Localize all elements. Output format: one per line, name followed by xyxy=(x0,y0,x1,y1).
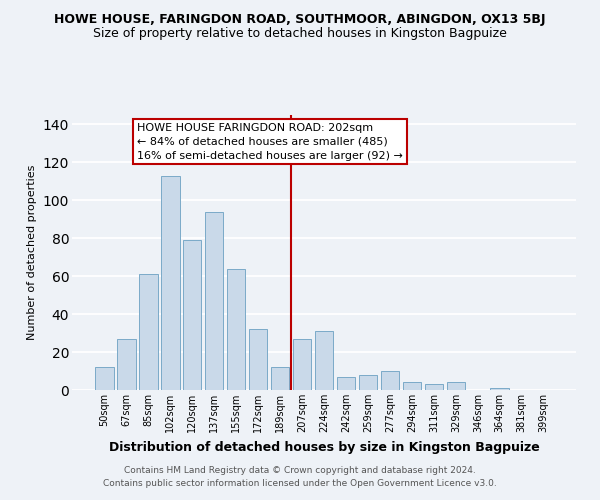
Bar xyxy=(95,367,113,390)
Bar xyxy=(403,382,421,390)
Bar xyxy=(425,384,443,390)
Bar xyxy=(293,339,311,390)
Bar xyxy=(314,331,334,390)
Text: Size of property relative to detached houses in Kingston Bagpuize: Size of property relative to detached ho… xyxy=(93,28,507,40)
Bar xyxy=(205,212,223,390)
Bar xyxy=(183,240,202,390)
Text: HOWE HOUSE, FARINGDON ROAD, SOUTHMOOR, ABINGDON, OX13 5BJ: HOWE HOUSE, FARINGDON ROAD, SOUTHMOOR, A… xyxy=(54,12,546,26)
Bar xyxy=(139,274,158,390)
Bar xyxy=(446,382,465,390)
Bar xyxy=(271,367,289,390)
Bar xyxy=(490,388,509,390)
Bar xyxy=(227,268,245,390)
Text: HOWE HOUSE FARINGDON ROAD: 202sqm
← 84% of detached houses are smaller (485)
16%: HOWE HOUSE FARINGDON ROAD: 202sqm ← 84% … xyxy=(137,122,403,160)
Bar xyxy=(337,376,355,390)
Bar xyxy=(117,339,136,390)
X-axis label: Distribution of detached houses by size in Kingston Bagpuize: Distribution of detached houses by size … xyxy=(109,440,539,454)
Y-axis label: Number of detached properties: Number of detached properties xyxy=(27,165,37,340)
Text: Contains HM Land Registry data © Crown copyright and database right 2024.
Contai: Contains HM Land Registry data © Crown c… xyxy=(103,466,497,487)
Bar xyxy=(380,371,399,390)
Bar xyxy=(249,330,268,390)
Bar xyxy=(359,375,377,390)
Bar xyxy=(161,176,179,390)
